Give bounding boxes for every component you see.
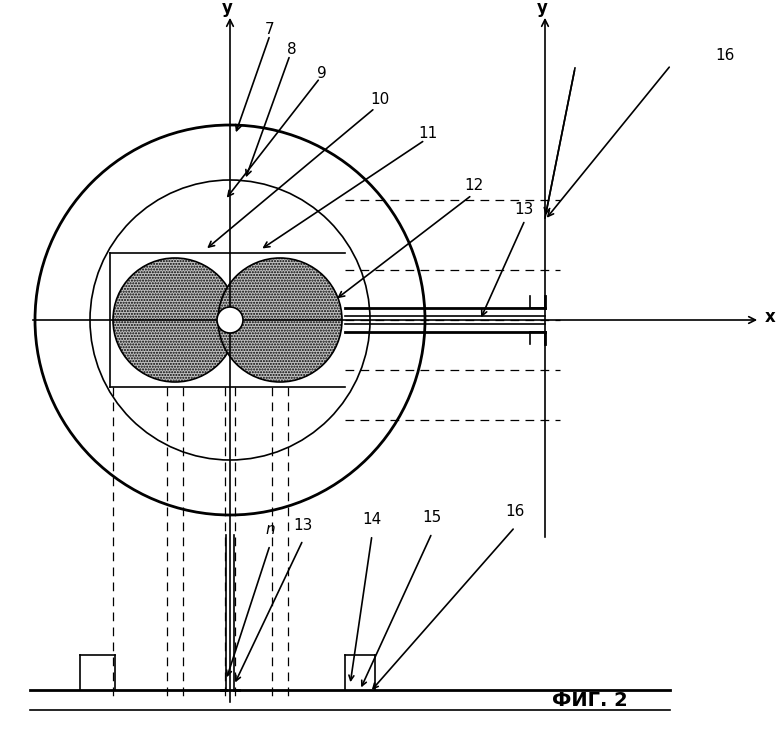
Text: n: n [265, 523, 275, 537]
Text: y: y [222, 0, 232, 17]
Circle shape [218, 258, 342, 382]
Circle shape [217, 307, 243, 333]
Text: 13: 13 [514, 202, 534, 218]
Text: 7: 7 [265, 23, 275, 38]
Text: 8: 8 [287, 43, 297, 57]
Text: x: x [765, 308, 776, 326]
Text: 10: 10 [370, 93, 390, 107]
Text: 16: 16 [505, 504, 525, 520]
Text: 9: 9 [317, 66, 327, 80]
Text: 11: 11 [418, 126, 438, 141]
Circle shape [113, 258, 237, 382]
Text: 14: 14 [363, 512, 381, 528]
Text: ФИГ. 2: ФИГ. 2 [552, 690, 628, 710]
Text: 15: 15 [423, 511, 441, 526]
Text: 12: 12 [464, 177, 484, 193]
Text: 13: 13 [293, 517, 313, 533]
Text: y: y [537, 0, 548, 17]
Text: 16: 16 [715, 48, 735, 63]
